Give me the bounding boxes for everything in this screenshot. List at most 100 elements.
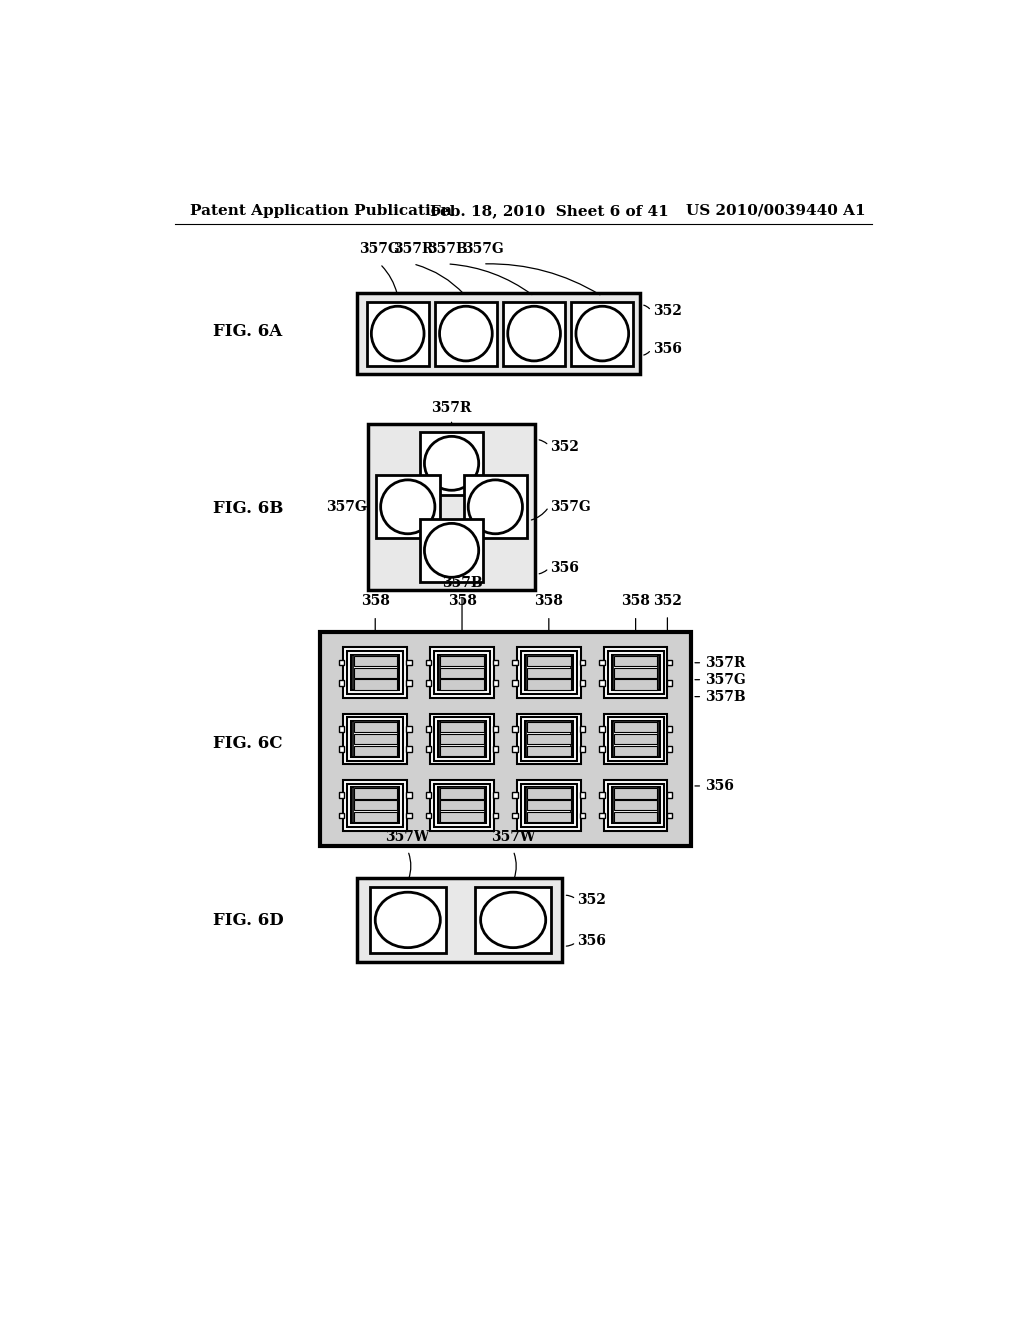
Bar	[426, 680, 431, 685]
Bar	[614, 668, 657, 678]
Bar	[599, 680, 604, 685]
Bar	[613, 721, 658, 756]
Text: 357B: 357B	[441, 577, 482, 590]
Bar	[599, 726, 604, 731]
Ellipse shape	[372, 306, 424, 360]
Bar	[521, 784, 577, 826]
Bar	[580, 792, 586, 797]
Text: 357R: 357R	[393, 242, 433, 256]
Bar	[614, 812, 657, 822]
Text: 357G: 357G	[326, 500, 367, 513]
Bar	[524, 655, 572, 690]
Bar	[352, 788, 397, 822]
Ellipse shape	[480, 892, 546, 948]
Bar	[527, 800, 570, 810]
Bar	[426, 792, 431, 797]
Text: 357W: 357W	[490, 830, 536, 845]
Text: FIG. 6B: FIG. 6B	[213, 500, 284, 517]
Bar	[347, 718, 403, 760]
Text: FIG. 6C: FIG. 6C	[213, 735, 283, 752]
Bar	[440, 656, 483, 667]
Bar	[611, 655, 659, 690]
Bar	[407, 726, 412, 731]
Bar	[599, 813, 604, 818]
Bar	[512, 792, 518, 797]
Ellipse shape	[468, 480, 522, 533]
Bar	[475, 887, 551, 953]
Ellipse shape	[424, 524, 478, 577]
Bar	[440, 788, 483, 799]
Bar	[604, 780, 668, 830]
Ellipse shape	[375, 892, 440, 948]
Ellipse shape	[508, 306, 560, 360]
Bar	[438, 788, 486, 822]
Bar	[667, 726, 672, 731]
Bar	[438, 655, 486, 690]
Bar	[420, 519, 483, 582]
Bar	[369, 424, 535, 590]
Bar	[440, 812, 483, 822]
Bar	[356, 878, 562, 961]
Bar	[512, 813, 518, 818]
Bar	[353, 722, 397, 733]
Text: 352: 352	[653, 594, 682, 609]
Bar	[353, 656, 397, 667]
Bar	[527, 680, 570, 689]
Bar	[352, 721, 397, 756]
Bar	[407, 660, 412, 665]
Bar	[527, 656, 570, 667]
Text: 357G: 357G	[463, 242, 504, 256]
Ellipse shape	[381, 480, 435, 533]
Bar	[503, 302, 565, 366]
Text: 356: 356	[705, 779, 733, 793]
Bar	[512, 746, 518, 752]
Text: 352: 352	[653, 304, 682, 318]
Bar	[440, 680, 483, 689]
Bar	[527, 812, 570, 822]
Ellipse shape	[424, 437, 478, 490]
Bar	[607, 718, 664, 760]
Bar	[439, 655, 484, 690]
Bar	[407, 746, 412, 752]
Text: 356: 356	[653, 342, 682, 356]
Bar	[353, 680, 397, 689]
Bar	[370, 887, 445, 953]
Bar	[321, 632, 690, 846]
Bar	[434, 651, 489, 694]
Bar	[426, 660, 431, 665]
Bar	[613, 788, 658, 822]
Bar	[353, 668, 397, 678]
Text: 352: 352	[550, 440, 580, 454]
Bar	[339, 746, 344, 752]
Bar	[343, 714, 407, 764]
Bar	[440, 800, 483, 810]
Bar	[353, 800, 397, 810]
Bar	[343, 780, 407, 830]
Bar	[434, 718, 489, 760]
Bar	[347, 651, 403, 694]
Bar	[434, 784, 489, 826]
Bar	[667, 792, 672, 797]
Bar	[580, 813, 586, 818]
Bar	[524, 788, 572, 822]
Bar	[430, 647, 494, 698]
Text: 358: 358	[535, 594, 563, 609]
Text: US 2010/0039440 A1: US 2010/0039440 A1	[686, 203, 865, 218]
Bar	[353, 812, 397, 822]
Text: 357R: 357R	[431, 401, 472, 416]
Text: 357G: 357G	[550, 500, 591, 513]
Bar	[512, 680, 518, 685]
Bar	[435, 302, 497, 366]
Text: 357G: 357G	[705, 673, 745, 686]
Text: 357B: 357B	[427, 242, 468, 256]
Bar	[599, 792, 604, 797]
Bar	[367, 302, 429, 366]
Bar	[607, 651, 664, 694]
Bar	[527, 734, 570, 744]
Bar	[426, 746, 431, 752]
Bar	[420, 432, 483, 495]
Bar	[353, 734, 397, 744]
Bar	[614, 800, 657, 810]
Bar	[512, 660, 518, 665]
Bar	[512, 726, 518, 731]
